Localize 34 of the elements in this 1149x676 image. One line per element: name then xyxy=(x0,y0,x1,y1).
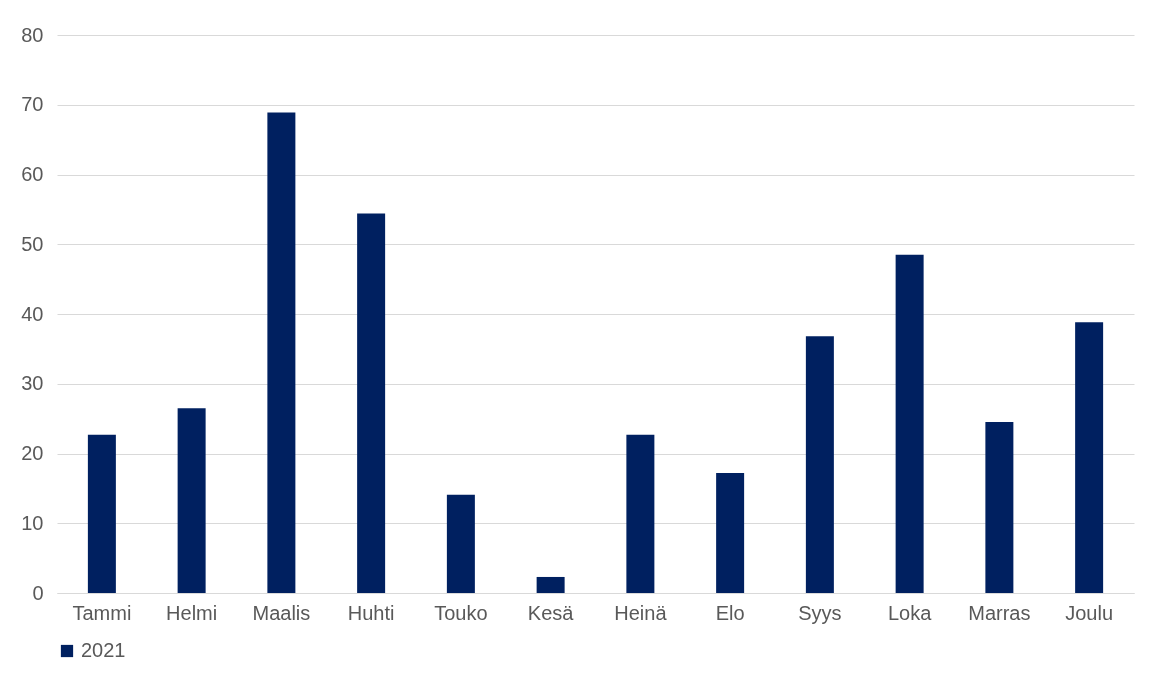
x-tick-label: Syys xyxy=(798,601,842,624)
bar xyxy=(536,576,565,593)
x-tick-label: Helmi xyxy=(166,601,218,624)
x-tick-label: Elo xyxy=(715,601,745,624)
bar xyxy=(87,434,116,593)
x-tick-label: Huhti xyxy=(347,601,395,624)
bar xyxy=(626,434,655,593)
legend-label: 2021 xyxy=(81,639,126,661)
y-tick-label: 30 xyxy=(21,372,44,395)
y-tick-label: 0 xyxy=(32,581,44,604)
bar xyxy=(357,213,386,593)
y-tick-label: 60 xyxy=(21,163,44,185)
bar xyxy=(267,112,296,593)
y-tick-label: 40 xyxy=(21,302,44,325)
bar xyxy=(985,422,1014,593)
x-tick-label: Touko xyxy=(434,601,488,624)
bar xyxy=(177,408,206,593)
bar xyxy=(1075,322,1104,593)
x-tick-label: Kesä xyxy=(527,601,575,624)
x-tick-label: Loka xyxy=(887,601,933,624)
y-tick-label: 70 xyxy=(21,93,44,116)
bar xyxy=(716,473,745,593)
bar xyxy=(805,336,834,593)
bar xyxy=(895,254,924,593)
x-tick-label: Joulu xyxy=(1065,601,1114,624)
x-tick-label: Maalis xyxy=(252,601,311,624)
y-tick-label: 10 xyxy=(21,511,44,534)
y-tick-label: 50 xyxy=(21,232,44,255)
bar xyxy=(446,494,475,593)
y-tick-label: 80 xyxy=(21,23,44,46)
x-tick-label: Tammi xyxy=(72,601,132,624)
x-tick-label: Heinä xyxy=(614,601,668,624)
x-tick-label: Marras xyxy=(968,601,1031,624)
y-tick-label: 20 xyxy=(21,442,44,464)
